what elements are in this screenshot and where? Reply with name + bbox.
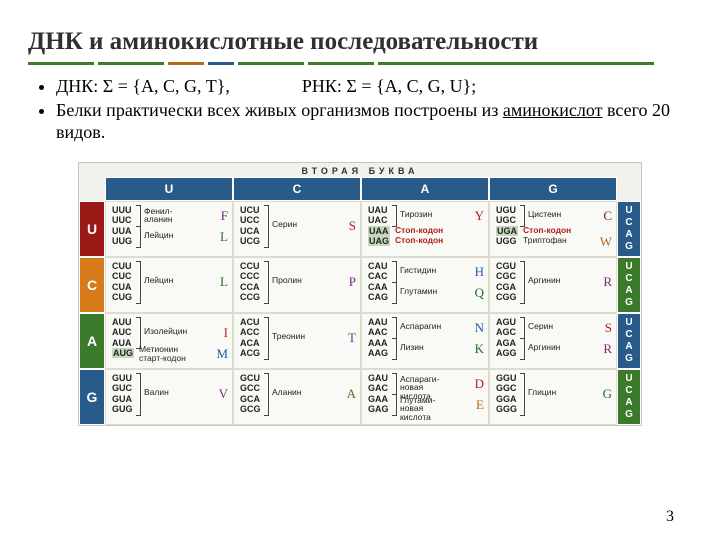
cell-CA: CAUCACCAACAGГистидинHГлутаминQ: [361, 257, 489, 313]
accent-bar: [28, 62, 692, 66]
row-tail-G: UCAG: [617, 369, 641, 425]
row-header-A: A: [79, 313, 105, 369]
col-header-A: A: [361, 177, 489, 201]
cell-UG: UGUUGCUGAUGGЦистеинCСтоп-кодонТриптофанW: [489, 201, 617, 257]
cell-AA: AAUAACAAAAAGАспарагинNЛизинK: [361, 313, 489, 369]
bullet-2a: Белки практически всех живых организмов …: [56, 100, 503, 120]
label-second-letter: ВТОРАЯ БУКВА: [79, 163, 641, 177]
page-number: 3: [666, 508, 674, 526]
row-tail-U: UCAG: [617, 201, 641, 257]
cell-GU: GUUGUCGUAGUGВалинV: [105, 369, 233, 425]
cell-GC: GCUGCCGCAGCGАланинA: [233, 369, 361, 425]
bullet-2-underline: аминокислот: [503, 100, 603, 120]
col-header-C: C: [233, 177, 361, 201]
cell-AU: AUUAUCAUAAUGИзолейцинIМетионинстарт-кодо…: [105, 313, 233, 369]
row-tail-A: UCAG: [617, 313, 641, 369]
page-title: ДНК и аминокислотные последовательности: [28, 28, 692, 56]
col-header-U: U: [105, 177, 233, 201]
cell-AC: ACUACCACAACGТреонинT: [233, 313, 361, 369]
col-header-G: G: [489, 177, 617, 201]
row-header-C: C: [79, 257, 105, 313]
cell-GG: GGUGGCGGAGGGГлицинG: [489, 369, 617, 425]
bullet-2: Белки практически всех живых организмов …: [56, 100, 692, 144]
row-tail-C: UCAG: [617, 257, 641, 313]
cell-UA: UAUUACUAAUAGТирозинYСтоп-кодонСтоп-кодон: [361, 201, 489, 257]
row-header-U: U: [79, 201, 105, 257]
cell-GA: GAUGACGAAGAGАспараги-новаякислотаDГлутам…: [361, 369, 489, 425]
cell-UC: UCUUCCUCAUCGСеринS: [233, 201, 361, 257]
bullet-1: ДНК: Σ = {A, C, G, T}, РНК: Σ = {A, C, G,…: [56, 76, 692, 98]
bullet-1-dna: ДНК: Σ = {A, C, G, T},: [56, 76, 230, 96]
bullet-list: ДНК: Σ = {A, C, G, T}, РНК: Σ = {A, C, G,…: [34, 76, 692, 144]
cell-CG: CGUCGCCGACGGАргининR: [489, 257, 617, 313]
cell-AG: AGUAGCAGAAGGСеринSАргининR: [489, 313, 617, 369]
cell-UU: UUUUUCUUAUUGФенил-аланинFЛейцинL: [105, 201, 233, 257]
cell-CU: CUUCUCCUACUGЛейцинL: [105, 257, 233, 313]
row-header-G: G: [79, 369, 105, 425]
bullet-1-rna: РНК: Σ = {A, C, G, U};: [302, 76, 476, 96]
codon-table: ПЕРВАЯ БУКВА ТРЕТЬЯ БУКВА ВТОРАЯ БУКВА U…: [78, 162, 642, 426]
cell-CC: CCUCCCCCACCGПролинP: [233, 257, 361, 313]
